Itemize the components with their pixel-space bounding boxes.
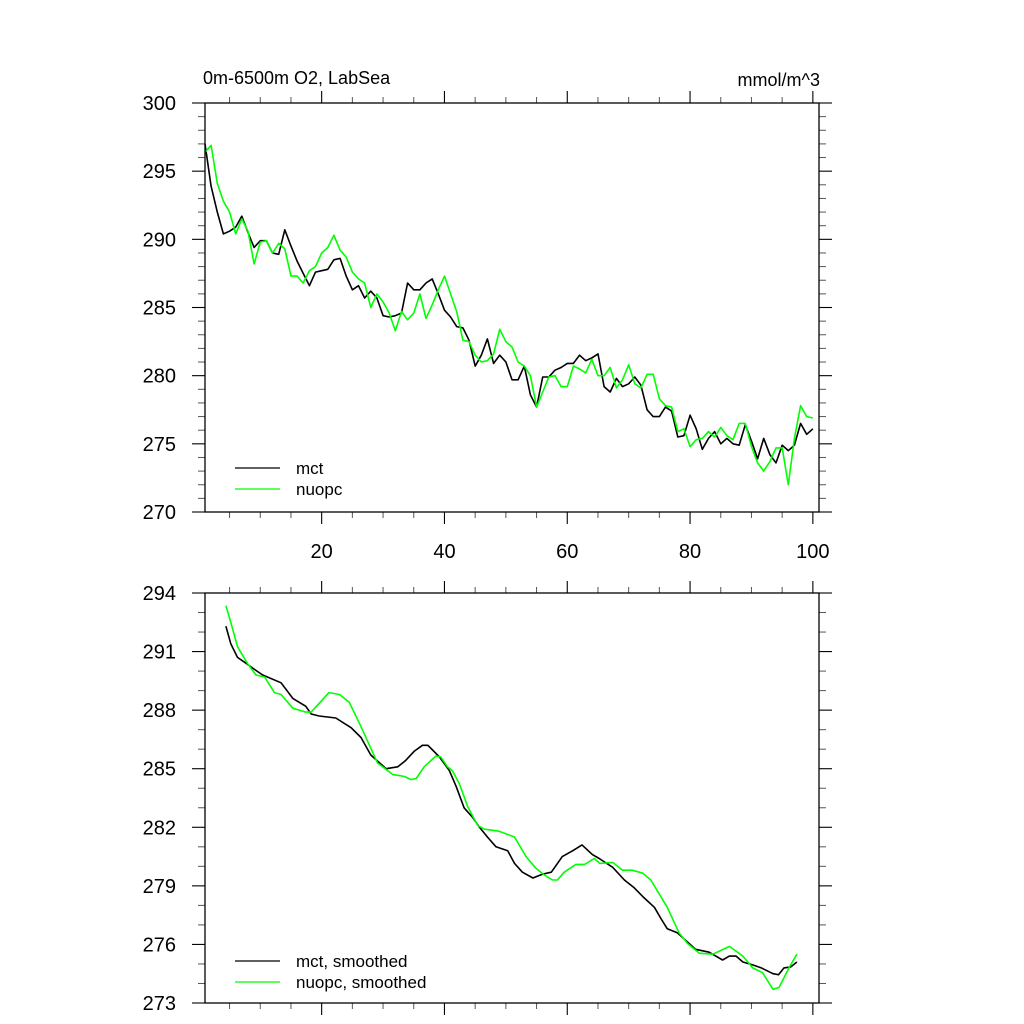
legend-label-mct: mct <box>296 459 324 478</box>
y-tick-label: 285 <box>143 298 176 320</box>
y-tick-label: 285 <box>143 759 176 781</box>
y-tick-label: 275 <box>143 434 176 456</box>
y-tick-label: 294 <box>143 583 176 605</box>
x-tick-label: 100 <box>796 541 829 563</box>
y-tick-label: 291 <box>143 642 176 664</box>
series-line-nuopc-smoothed <box>225 605 798 991</box>
chart-title: 0m-6500m O2, LabSea <box>203 68 391 88</box>
legend-bottom: mct, smoothed nuopc, smoothed <box>235 952 426 992</box>
y-tick-label: 288 <box>143 700 176 722</box>
bottom-panel-smoothed: 273 276 279 282 285 288 291 294 <box>143 581 832 1015</box>
legend-label-nuopc-smoothed: nuopc, smoothed <box>296 973 426 992</box>
top-panel-raw: 270 275 280 285 290 295 300 20 40 60 80 100 <box>143 91 832 563</box>
y-tick-label: 276 <box>143 934 176 956</box>
y-tick-label: 280 <box>143 366 176 388</box>
plot-frame <box>204 592 820 1004</box>
y-tick-label: 270 <box>143 502 176 524</box>
y-tick-label: 290 <box>143 229 176 251</box>
y-tick-label: 282 <box>143 817 176 839</box>
series-line-mct-smoothed <box>225 625 798 976</box>
legend-label-nuopc: nuopc <box>296 480 343 499</box>
legend-top: mct nuopc <box>235 459 343 499</box>
series-line-nuopc <box>204 144 814 486</box>
legend-label-mct-smoothed: mct, smoothed <box>296 952 408 971</box>
x-tick-label: 60 <box>556 541 578 563</box>
x-tick-label: 40 <box>433 541 455 563</box>
x-tick-label: 80 <box>679 541 701 563</box>
y-tick-label: 279 <box>143 876 176 898</box>
plot-frame <box>204 102 820 513</box>
series-line-mct <box>204 143 814 464</box>
y-tick-label: 300 <box>143 93 176 115</box>
y-tick-label: 295 <box>143 161 176 183</box>
y-tick-label: 273 <box>143 993 176 1015</box>
units-label: mmol/m^3 <box>738 70 820 90</box>
x-tick-label: 20 <box>311 541 333 563</box>
